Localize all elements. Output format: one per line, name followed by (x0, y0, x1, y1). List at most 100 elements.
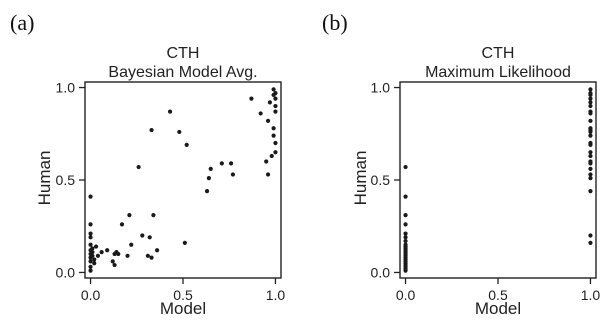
chart-a-data-point (182, 240, 187, 245)
panel-letter-a: (a) (10, 10, 34, 35)
chart-b-ticks: 0.0 0.5 1.0 0.0 0.5 1.0 (371, 80, 601, 303)
chart-a-data-point (88, 222, 93, 227)
chart-a-data-point (95, 253, 101, 258)
chart-b-data-point (588, 188, 593, 194)
chart-a-data-point (88, 268, 93, 273)
chart-a-data-point (88, 235, 93, 240)
chart-b-title: CTH (482, 45, 515, 62)
chart-a-data-point (228, 161, 234, 166)
chart-a-data-point (129, 242, 134, 247)
chart-a-data-point (271, 87, 276, 92)
chart-b-data-point (588, 92, 593, 98)
chart-a-points (88, 87, 278, 273)
chart-b-data-point (588, 161, 593, 166)
panel-letter-b: (b) (322, 10, 348, 35)
chart-a-data-point (269, 153, 274, 159)
panel-a: (a) CTH Bayesian Model Avg. Model Human … (10, 10, 285, 318)
chart-b-x-tick-label: 0.0 (396, 287, 416, 303)
chart-b-data-point (403, 268, 408, 273)
chart-a-data-point (116, 251, 121, 257)
chart-b-data-point (588, 176, 593, 181)
chart-a-data-point (271, 126, 276, 131)
chart-a-data-point (90, 250, 95, 255)
chart-a-data-point (136, 164, 141, 170)
chart-a-data-point (88, 194, 93, 199)
chart-a-data-point (273, 140, 278, 146)
chart-a-data-point (90, 253, 95, 258)
chart-b-y-tick-label: 0.0 (371, 264, 391, 280)
chart-a-data-point (167, 109, 173, 114)
chart-a-x-tick-label: 0.5 (173, 287, 193, 303)
chart-a-data-point (177, 129, 182, 135)
chart-a-data-point (273, 103, 278, 109)
chart-b-data-point (588, 240, 593, 245)
chart-a-y-tick-label: 0.5 (56, 172, 76, 188)
chart-a-data-point (119, 222, 125, 227)
chart-a-data-point (90, 246, 95, 251)
chart-a-data-point (105, 248, 110, 253)
chart-a-data-point (92, 261, 97, 266)
chart-a-data-point (112, 262, 117, 268)
chart-a-data-point (149, 255, 154, 260)
chart-a-data-point (127, 213, 132, 218)
chart-b-data-point (403, 235, 408, 240)
chart-b-data-point (588, 100, 593, 105)
chart-b-data-point (403, 222, 408, 227)
chart-b-y-axis-label: Human (351, 151, 370, 206)
chart-a-data-point (267, 100, 273, 105)
chart-b-data-point (403, 194, 408, 199)
chart-b-plot-frame (399, 81, 597, 279)
chart-a-x-axis-label: Model (160, 299, 206, 318)
chart-a-y-tick-label: 0.0 (56, 264, 76, 280)
chart-b-data-point (403, 164, 408, 170)
chart-a-data-point (92, 257, 97, 262)
chart-a-y-tick-label: 1.0 (56, 80, 76, 96)
chart-b-y-tick-label: 0.5 (371, 172, 391, 188)
chart-a-data-point (88, 242, 93, 247)
chart-a-data-point (230, 172, 236, 177)
chart-b-data-point (588, 133, 593, 138)
chart-a-data-point (99, 250, 104, 255)
chart-b-points (403, 87, 593, 273)
chart-b-data-point (588, 87, 593, 92)
chart-a-y-axis-label: Human (35, 151, 54, 206)
panel-b: (b) CTH Maximum Likelihood Model Human 0… (322, 10, 600, 318)
chart-a-title: CTH (167, 45, 200, 62)
chart-a-data-point (110, 259, 115, 264)
chart-a-data-point (147, 235, 152, 240)
chart-a-data-point (125, 253, 130, 258)
chart-b-data-point (588, 96, 593, 101)
chart-a-data-point (184, 142, 189, 147)
chart-b-data-point (403, 231, 408, 236)
chart-b-data-point (588, 172, 593, 177)
chart-a-data-point (273, 90, 278, 96)
chart-a-data-point (265, 118, 271, 123)
chart-b-data-point (403, 213, 408, 218)
chart-a-data-point (258, 111, 263, 116)
chart-b-data-point (588, 142, 593, 147)
chart-b-data-point (588, 150, 593, 155)
chart-b-data-point (403, 238, 408, 244)
chart-a-x-tick-label: 1.0 (266, 287, 286, 303)
chart-b-data-point (588, 233, 593, 238)
chart-a-data-point (93, 244, 99, 249)
chart-a-data-point (273, 109, 278, 114)
chart-a-data-point (88, 264, 93, 270)
chart-a-ticks: 0.0 0.5 1.0 0.0 0.5 1.0 (56, 80, 286, 303)
chart-b-data-point (588, 153, 593, 159)
chart-b-subtitle: Maximum Likelihood (425, 64, 571, 81)
chart-a-data-point (265, 172, 271, 177)
chart-a-data-point (204, 188, 210, 194)
chart-b-data-point (588, 118, 593, 123)
chart-a-data-point (249, 96, 254, 101)
chart-b-data-point (588, 111, 593, 116)
chart-a-subtitle: Bayesian Model Avg. (108, 64, 257, 81)
chart-a-data-point (145, 253, 150, 258)
chart-a-plot-frame (84, 81, 282, 279)
chart-b-data-point (588, 129, 593, 135)
chart-a-data-point (271, 133, 276, 138)
chart-a-data-point (206, 176, 211, 181)
chart-a-data-point (155, 248, 160, 253)
chart-a-data-point (264, 159, 269, 164)
chart-a-x-tick-label: 0.0 (81, 287, 101, 303)
